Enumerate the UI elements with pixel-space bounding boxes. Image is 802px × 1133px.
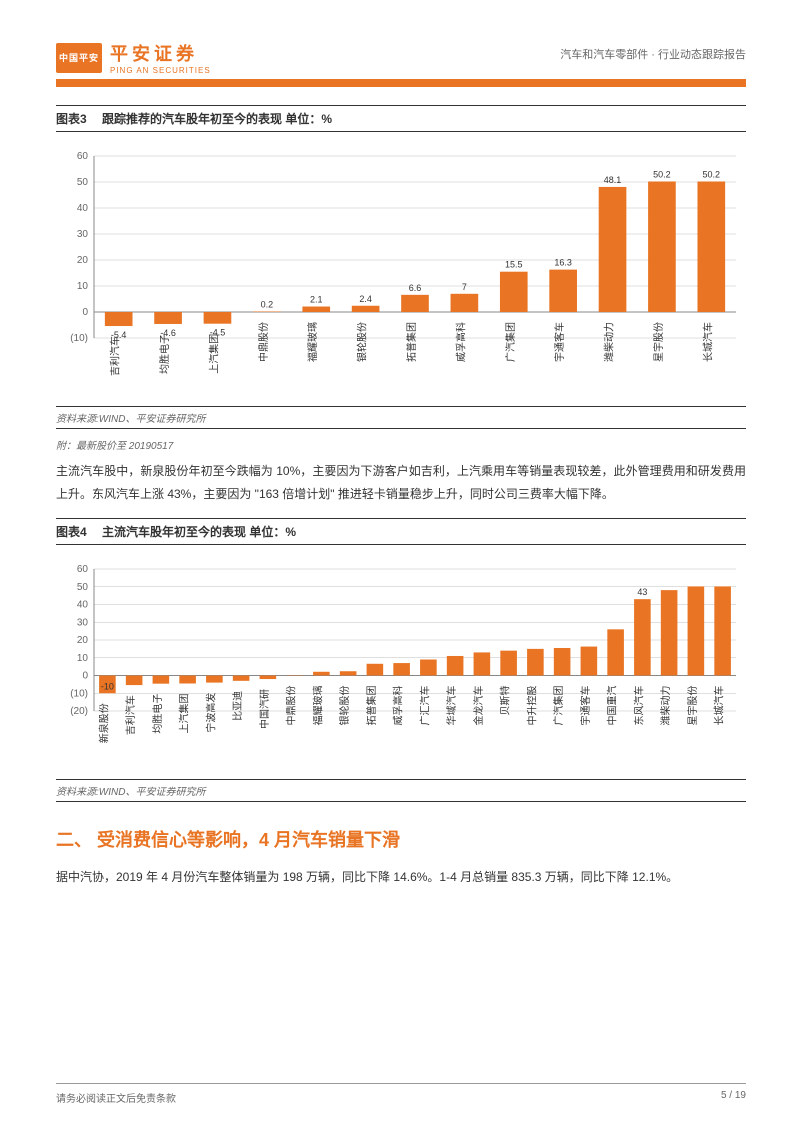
svg-text:东风汽车: 东风汽车: [632, 685, 645, 725]
svg-text:60: 60: [77, 151, 89, 162]
footer-page-number: 5 / 19: [721, 1090, 746, 1105]
svg-text:中国汽研: 中国汽研: [258, 689, 271, 729]
svg-text:50: 50: [77, 177, 89, 188]
svg-text:50.2: 50.2: [703, 169, 721, 179]
svg-text:30: 30: [77, 617, 89, 628]
svg-text:(10): (10): [70, 688, 88, 699]
svg-text:15.5: 15.5: [505, 260, 523, 270]
svg-text:长城汽车: 长城汽车: [701, 322, 714, 362]
logo-cn: 平安证券: [110, 40, 211, 66]
svg-text:中国重汽: 中国重汽: [606, 685, 619, 725]
header-subtitle: 汽车和汽车零部件 · 行业动态跟踪报告: [560, 46, 746, 62]
svg-text:48.1: 48.1: [604, 175, 622, 185]
chart3-num: 图表3: [56, 112, 87, 126]
svg-text:2.4: 2.4: [359, 294, 372, 304]
svg-text:广汽集团: 广汽集团: [504, 322, 517, 362]
svg-text:0: 0: [82, 307, 88, 318]
svg-text:60: 60: [77, 564, 89, 575]
chart4-source: 资料来源:WIND、平安证券研究所: [56, 779, 746, 802]
chart4: (20) (10) 0 10 20 30 40 50 60 新泉股份 吉利汽车 均胜电子 上汽集团宁波高…: [56, 555, 746, 775]
svg-text:(20): (20): [70, 706, 88, 717]
logo-block: 中国平安 平安证券 PING AN SECURITIES: [56, 40, 211, 75]
svg-text:宇通客车: 宇通客车: [579, 685, 592, 725]
svg-text:40: 40: [77, 599, 89, 610]
svg-text:6.6: 6.6: [409, 283, 422, 293]
chart3-title-row: 图表3 跟踪推荐的汽车股年初至今的表现 单位：%: [56, 105, 746, 132]
footer-disclaimer: 请务必阅读正文后免责条款: [56, 1090, 176, 1105]
svg-text:星宇股份: 星宇股份: [652, 322, 665, 362]
section-2-heading: 二、 受消费信心等影响，4 月汽车销量下滑: [56, 826, 746, 852]
svg-text:广汽集团: 广汽集团: [552, 685, 565, 725]
pingan-badge-icon: 中国平安: [56, 43, 102, 73]
svg-text:威孚高科: 威孚高科: [454, 322, 467, 362]
svg-text:新泉股份: 新泉股份: [97, 703, 110, 743]
svg-text:宁波高发: 宁波高发: [204, 692, 217, 732]
svg-text:中升控股: 中升控股: [525, 685, 538, 725]
svg-text:10: 10: [77, 281, 89, 292]
svg-text:50: 50: [77, 581, 89, 592]
paragraph-1: 主流汽车股中，新泉股份年初至今跌幅为 10%，主要因为下游客户如吉利，上汽乘用车…: [56, 460, 746, 506]
svg-text:潍柴动力: 潍柴动力: [603, 322, 616, 362]
chart3-title: 跟踪推荐的汽车股年初至今的表现 单位：%: [102, 112, 332, 126]
chart3-note: 附：最新股价至 20190517: [56, 437, 746, 452]
svg-text:金龙汽车: 金龙汽车: [472, 685, 485, 725]
svg-text:吉利汽车: 吉利汽车: [124, 695, 137, 735]
svg-text:上汽集团: 上汽集团: [207, 334, 220, 374]
chart4-num: 图表4: [56, 525, 87, 539]
svg-text:广汇汽车: 广汇汽车: [418, 685, 431, 725]
svg-text:拓普集团: 拓普集团: [405, 322, 418, 362]
svg-text:贝斯特: 贝斯特: [499, 685, 512, 715]
svg-text:(10): (10): [70, 333, 88, 344]
svg-text:比亚迪: 比亚迪: [232, 690, 244, 720]
svg-text:银轮股份: 银轮股份: [338, 685, 351, 725]
svg-text:30: 30: [77, 229, 89, 240]
chart3: (10)0102030405060-5.4吉利汽车-4.6均胜电子-4.5上汽集…: [56, 142, 746, 402]
svg-text:均胜电子: 均胜电子: [151, 693, 164, 733]
svg-text:7: 7: [462, 282, 467, 292]
svg-text:福耀玻璃: 福耀玻璃: [306, 322, 319, 362]
svg-text:长城汽车: 长城汽车: [713, 685, 726, 725]
chart4-title-row: 图表4 主流汽车股年初至今的表现 单位：%: [56, 518, 746, 545]
svg-text:0: 0: [82, 670, 88, 681]
svg-text:潍柴动力: 潍柴动力: [659, 685, 672, 725]
svg-text:福耀玻璃: 福耀玻璃: [311, 685, 324, 725]
svg-text:0.2: 0.2: [261, 299, 274, 309]
svg-text:吉利汽车: 吉利汽车: [109, 336, 122, 376]
svg-text:星宇股份: 星宇股份: [686, 685, 699, 725]
section-2-para: 据中汽协，2019 年 4 月份汽车整体销量为 198 万辆，同比下降 14.6…: [56, 866, 746, 889]
svg-text:上汽集团: 上汽集团: [178, 693, 191, 733]
svg-text:华域汽车: 华域汽车: [445, 685, 458, 725]
svg-text:-10: -10: [101, 681, 114, 691]
svg-text:威孚高科: 威孚高科: [392, 685, 405, 725]
svg-text:43: 43: [637, 587, 647, 597]
svg-text:拓普集团: 拓普集团: [365, 685, 378, 725]
svg-text:50.2: 50.2: [653, 169, 671, 179]
page-header: 中国平安 平安证券 PING AN SECURITIES 汽车和汽车零部件 · …: [56, 40, 746, 87]
svg-text:20: 20: [77, 635, 89, 646]
svg-text:中鼎股份: 中鼎股份: [257, 322, 270, 362]
svg-text:2.1: 2.1: [310, 295, 323, 305]
chart3-source: 资料来源:WIND、平安证券研究所: [56, 406, 746, 429]
svg-text:中鼎股份: 中鼎股份: [285, 685, 298, 725]
svg-text:均胜电子: 均胜电子: [158, 334, 171, 374]
svg-text:宇通客车: 宇通客车: [553, 322, 566, 362]
svg-text:10: 10: [77, 652, 89, 663]
logo-en: PING AN SECURITIES: [110, 66, 211, 75]
svg-text:40: 40: [77, 203, 89, 214]
page-footer: 请务必阅读正文后免责条款 5 / 19: [56, 1083, 746, 1105]
svg-text:16.3: 16.3: [554, 258, 572, 268]
svg-text:20: 20: [77, 255, 89, 266]
chart4-title: 主流汽车股年初至今的表现 单位：%: [102, 525, 296, 539]
svg-text:银轮股份: 银轮股份: [356, 322, 369, 362]
